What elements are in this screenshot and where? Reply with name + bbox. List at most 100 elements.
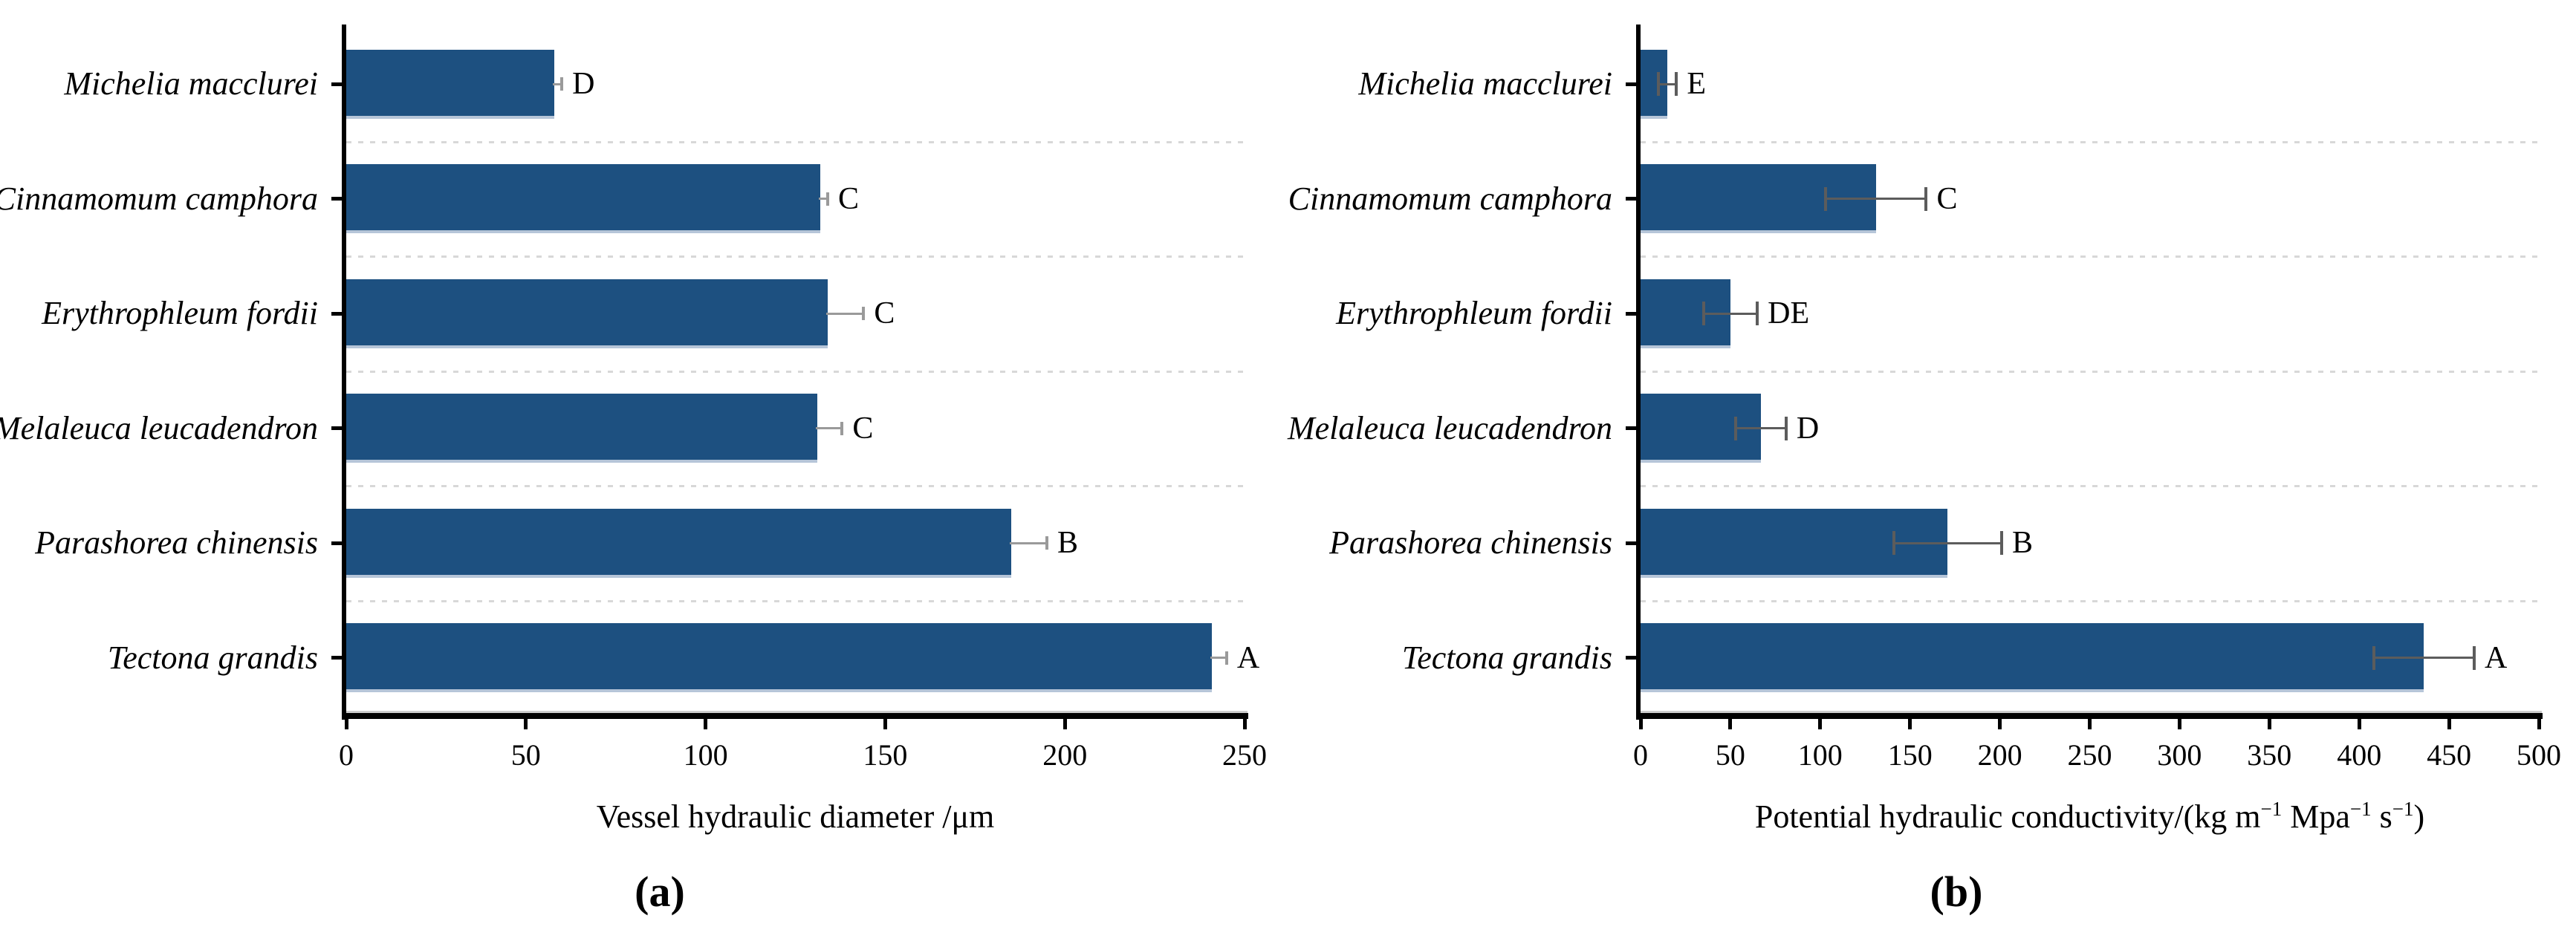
x-axis-tick xyxy=(1908,719,1912,729)
sig-letter: B xyxy=(2012,526,2034,561)
category-label: Erythrophleum fordii xyxy=(42,295,318,332)
x-tick-label: 0 xyxy=(1633,738,1648,772)
bar-tectona-grandis xyxy=(1641,623,2424,693)
bar-tectona-grandis xyxy=(346,623,1213,693)
text-run: s xyxy=(2371,798,2392,835)
x-tick-label: 250 xyxy=(1222,738,1267,772)
bar-cinnamomum-camphora xyxy=(346,164,821,234)
panel-label-a: (a) xyxy=(635,867,685,916)
category-label: Cinnamomum camphora xyxy=(0,180,318,217)
error-bar xyxy=(1826,198,1927,201)
gridline xyxy=(1641,370,2539,373)
error-bar-cap-right xyxy=(1756,302,1759,326)
y-axis-tick xyxy=(1626,197,1636,201)
error-bar xyxy=(553,82,562,85)
category-label: Erythrophleum fordii xyxy=(1336,295,1612,332)
sig-letter: E xyxy=(1687,67,1707,102)
x-tick-label: 200 xyxy=(1042,738,1088,772)
x-axis-tick xyxy=(2177,719,2181,729)
category-label: Michelia macclurei xyxy=(1358,65,1612,102)
error-bar xyxy=(1893,541,2002,544)
x-tick-label: 50 xyxy=(510,738,541,772)
x-axis-tick xyxy=(883,719,887,729)
gridline xyxy=(346,140,1245,143)
error-bar-cap-right xyxy=(2000,531,2004,556)
x-axis-tick xyxy=(344,719,348,729)
y-axis-tick xyxy=(331,656,342,660)
sig-letter: DE xyxy=(1768,296,1810,331)
gridline xyxy=(346,370,1245,373)
y-axis-tick xyxy=(331,311,342,316)
sig-letter: C xyxy=(838,181,860,216)
x-axis-line xyxy=(342,713,1248,719)
category-label: Michelia macclurei xyxy=(64,65,318,102)
x-axis-line xyxy=(1636,713,2543,719)
y-axis-tick xyxy=(1626,541,1636,545)
category-label: Cinnamomum camphora xyxy=(1288,180,1612,217)
y-axis-tick xyxy=(1626,656,1636,660)
x-tick-label: 150 xyxy=(863,738,908,772)
error-bar-cap-right xyxy=(1784,416,1788,440)
error-bar xyxy=(819,198,828,201)
error-bar xyxy=(1736,427,1786,430)
x-tick-label: 50 xyxy=(1715,738,1745,772)
category-label: Tectona grandis xyxy=(1401,639,1612,676)
x-tick-label: 250 xyxy=(2067,738,2112,772)
error-bar xyxy=(815,427,843,430)
sig-letter: C xyxy=(874,296,895,331)
error-bar-cap-right xyxy=(2472,645,2476,670)
gridline xyxy=(1641,599,2539,602)
y-axis-line xyxy=(342,25,346,720)
bar-melaleuca-leucadendron xyxy=(346,394,817,463)
x-tick-label: 450 xyxy=(2427,738,2472,772)
sig-letter: C xyxy=(1936,181,1958,216)
x-tick-label: 100 xyxy=(683,738,728,772)
x-axis-tick xyxy=(1638,719,1643,729)
bar-parashorea-chinensis xyxy=(346,508,1011,578)
x-tick-label: 400 xyxy=(2337,738,2382,772)
y-axis-tick xyxy=(1626,426,1636,431)
x-tick-label: 150 xyxy=(1887,738,1933,772)
error-bar xyxy=(1210,657,1227,660)
x-axis-tick xyxy=(2088,719,2092,729)
error-bar-cap-left xyxy=(1701,302,1705,326)
error-bar xyxy=(2373,657,2474,660)
error-bar-cap-left xyxy=(1734,416,1738,440)
x-axis-tick xyxy=(1062,719,1067,729)
error-bar-cap-right xyxy=(862,307,866,321)
x-axis-tick xyxy=(1728,719,1733,729)
error-bar-cap-left xyxy=(2372,645,2375,670)
x-tick-label: 300 xyxy=(2157,738,2202,772)
error-bar-cap-right xyxy=(1045,536,1049,550)
sig-letter: D xyxy=(572,67,595,102)
x-tick-label: 500 xyxy=(2517,738,2561,772)
error-bar-cap-right xyxy=(840,421,844,435)
gridline xyxy=(1641,140,2539,143)
sig-letter: A xyxy=(2484,640,2508,675)
x-axis-tick xyxy=(704,719,708,729)
category-label: Melaleuca leucadendron xyxy=(1288,409,1612,446)
bar-michelia-macclurei xyxy=(346,49,555,119)
sig-letter: A xyxy=(1236,640,1260,675)
gridline xyxy=(1641,485,2539,487)
error-bar-cap-right xyxy=(1924,186,1928,211)
y-axis-line xyxy=(1636,25,1641,720)
error-bar-cap-left xyxy=(1657,72,1661,97)
error-bar-cap-right xyxy=(826,192,830,206)
text-run: ) xyxy=(2413,798,2425,835)
sig-letter: D xyxy=(1796,411,1820,446)
superscript-run: −1 xyxy=(2349,798,2372,820)
sig-letter: C xyxy=(852,411,874,446)
y-axis-tick xyxy=(1626,311,1636,316)
text-run: Potential hydraulic conductivity/(kg m xyxy=(1754,798,2261,835)
error-bar-cap-left xyxy=(1824,186,1828,211)
x-tick-label: 100 xyxy=(1797,738,1843,772)
x-axis-tick xyxy=(2537,719,2541,729)
gridline xyxy=(1641,255,2539,258)
sig-letter: B xyxy=(1057,526,1079,561)
y-axis-tick xyxy=(1626,82,1636,86)
category-label: Parashorea chinensis xyxy=(1329,524,1612,561)
